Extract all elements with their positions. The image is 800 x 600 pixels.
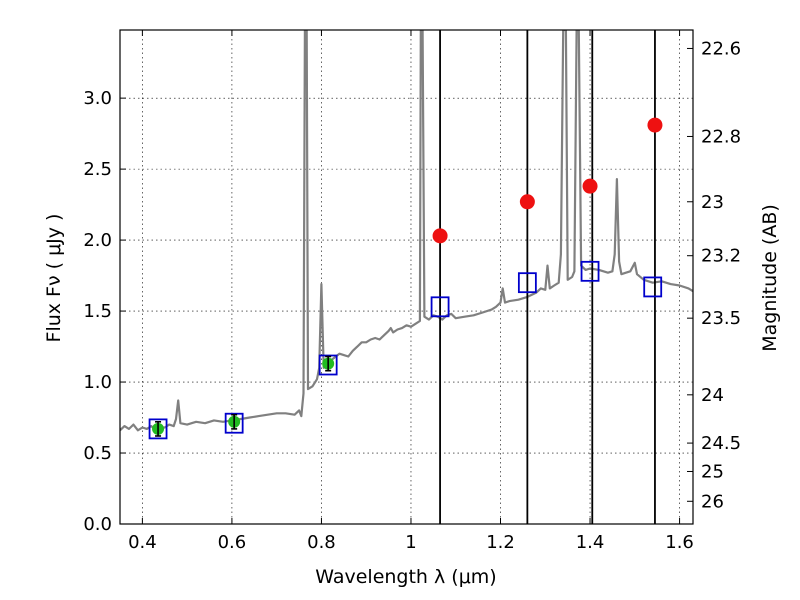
y-axis-title: Flux Fν ( μJy ) [43,214,65,343]
x-tick-label: 1 [405,532,416,553]
model-point [224,412,244,434]
predicted-point [432,228,448,244]
y-tick-label: 2.5 [83,159,112,180]
predicted-point [582,178,598,194]
y-tick-label: 3.0 [83,88,112,109]
y-tick-label: 1.5 [83,301,112,322]
right-axis-title: Magnitude (AB) [759,204,781,352]
y-tick-label: 2.0 [83,230,112,251]
model-point [148,418,168,440]
x-tick-label: 1.4 [576,532,605,553]
model-point [643,276,663,298]
x-tick-label: 1.2 [486,532,515,553]
spectrum-line [120,30,693,432]
x-axis-ticks: 0.4 0.6 0.8 1 1.2 1.4 1.6 [128,30,694,553]
y-tick-label: 0.5 [83,443,112,464]
right-axis-ticks: 22.6 22.8 23 23.2 23.5 24 24.5 25 26 [687,38,741,512]
x-tick-label: 1.6 [665,532,694,553]
right-axis-tick-label: 24.5 [701,433,741,454]
right-axis-tick-label: 23.5 [701,308,741,329]
right-axis-tick-label: 25 [701,461,724,482]
right-axis-tick-label: 22.8 [701,126,741,147]
x-axis-title: Wavelength λ (μm) [315,566,496,588]
y-tick-label: 1.0 [83,372,112,393]
right-axis-tick-label: 24 [701,385,724,406]
right-axis-tick-label: 26 [701,491,724,512]
plot-frame [119,29,694,525]
x-tick-label: 0.6 [218,532,247,553]
spectrum-series [120,30,693,432]
right-axis-tick-label: 23.2 [701,246,741,267]
predicted-point [519,194,535,210]
predicted-point [647,117,663,133]
y-tick-label: 0.0 [83,514,112,535]
model-point [430,296,450,318]
right-axis-tick-label: 22.6 [701,38,741,59]
model-point [517,272,537,294]
model-point [318,354,338,376]
grid [120,30,693,525]
x-tick-label: 0.8 [307,532,336,553]
measured-photometry-series [152,355,335,437]
right-axis-tick-label: 23 [701,192,724,213]
x-tick-label: 0.4 [128,532,157,553]
predicted-photometry-series [432,117,663,244]
y-axis-ticks: 0.0 0.5 1.0 1.5 2.0 2.5 3.0 [83,88,126,535]
model-point [580,260,600,282]
model-photometry-series [148,260,663,440]
